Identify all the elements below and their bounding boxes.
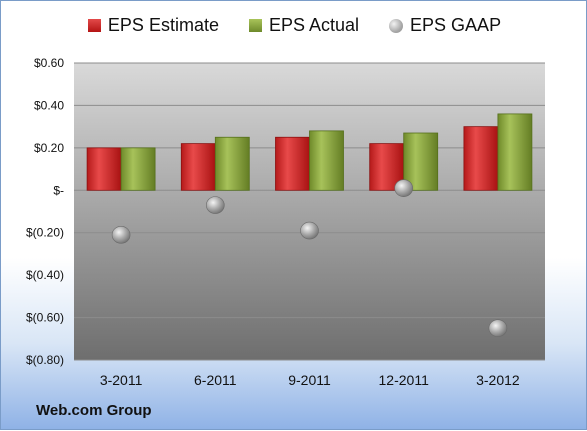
y-tick-label: $(0.80) [26,353,64,367]
bar-eps-estimate [180,143,216,191]
bar-eps-actual [120,147,156,191]
legend-item-eps-gaap: EPS GAAP [389,15,501,36]
x-category-label: 3-2011 [100,372,143,388]
legend-item-eps-actual: EPS Actual [248,15,360,36]
y-tick-label: $(0.20) [26,226,64,240]
y-tick-label: $0.60 [34,56,64,70]
plot-area [74,63,545,360]
x-category-label: 6-2011 [194,372,237,388]
x-category-label: 3-2012 [476,372,520,388]
legend-swatch-eps-gaap [389,18,404,33]
point-eps-gaap [206,196,225,214]
chart-legend: EPS Estimate EPS Actual EPS GAAP [1,15,587,36]
y-tick-label: $(0.60) [26,311,64,325]
gaap-points [111,179,508,337]
point-eps-gaap [394,179,414,197]
legend-swatch-eps-estimate [87,19,101,32]
y-axis-ticks: $0.60 $0.40 $0.20 $- $(0.20) $(0.40) $(0.60) $(… [26,56,64,367]
x-category-label: 9-2011 [288,372,331,388]
legend-label-eps-estimate: EPS Estimate [107,15,219,35]
bar-eps-actual [497,113,533,191]
y-tick-label: $- [53,183,64,197]
legend-item-eps-estimate: EPS Estimate [87,15,219,36]
x-category-label: 12-2011 [379,372,430,388]
bar-eps-estimate [463,126,499,191]
bar-eps-actual [309,130,344,191]
legend-label-eps-actual: EPS Actual [268,15,360,35]
bar-eps-estimate [275,136,310,191]
point-eps-gaap [300,221,319,240]
legend-label-eps-gaap: EPS GAAP [410,15,502,35]
company-name: Web.com Group [36,402,152,419]
bar-eps-estimate [86,147,122,191]
point-eps-gaap [488,319,508,337]
legend-swatch-eps-actual [248,19,262,32]
bar-eps-actual [214,136,250,191]
x-axis-categories: 3-2011 6-2011 9-2011 12-2011 3-2012 [100,372,520,388]
point-eps-gaap [111,226,131,244]
y-tick-label: $0.20 [34,141,64,155]
y-tick-label: $(0.40) [26,268,64,282]
y-tick-label: $0.40 [34,98,64,112]
bar-eps-actual [403,132,439,191]
